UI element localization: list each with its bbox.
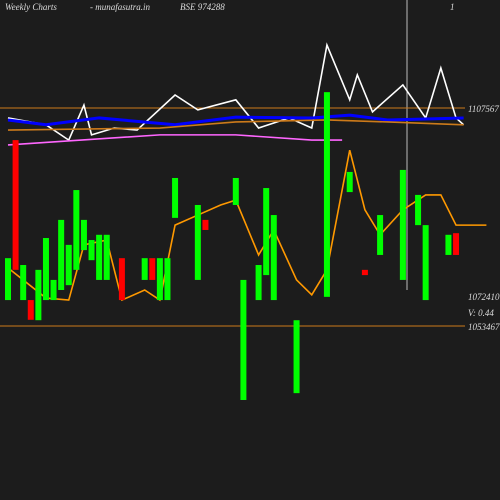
candle xyxy=(361,269,368,276)
candle xyxy=(453,233,460,255)
candle xyxy=(5,258,11,301)
candle xyxy=(194,204,201,280)
candle xyxy=(232,177,239,205)
candle xyxy=(270,215,277,301)
price-label: 1072410 xyxy=(468,292,500,302)
candle xyxy=(240,279,247,400)
candle xyxy=(445,234,452,255)
candle xyxy=(377,215,384,255)
candle xyxy=(80,219,87,251)
candle xyxy=(263,188,270,276)
header-text: BSE 974288 xyxy=(180,2,225,12)
candle xyxy=(58,219,65,290)
candle xyxy=(50,279,57,301)
candle xyxy=(35,269,42,321)
candle xyxy=(415,194,422,226)
candle xyxy=(164,258,171,301)
header-text: - munafasutra.in xyxy=(90,2,151,12)
candle xyxy=(156,258,163,301)
candle xyxy=(202,219,209,230)
indicator-line xyxy=(7,119,464,131)
candle xyxy=(149,258,156,280)
candle xyxy=(399,169,406,280)
candle xyxy=(73,190,80,270)
candle xyxy=(422,225,429,301)
indicator-line xyxy=(7,113,464,127)
grid xyxy=(0,107,465,327)
candle xyxy=(323,92,330,297)
candle xyxy=(255,265,262,301)
candle xyxy=(65,244,72,286)
y-tick-label: 1107567 xyxy=(468,104,499,114)
candle xyxy=(172,177,179,218)
candle xyxy=(346,171,353,193)
candle xyxy=(42,238,49,301)
candle xyxy=(12,140,19,270)
candle xyxy=(118,258,125,301)
candle xyxy=(293,320,300,394)
candle xyxy=(103,234,110,280)
header-text: Weekly Charts xyxy=(5,2,57,12)
candle xyxy=(96,234,103,280)
candle xyxy=(27,300,34,320)
candle xyxy=(88,240,95,261)
indicator-line xyxy=(7,134,343,146)
candle xyxy=(141,258,148,280)
candle xyxy=(20,265,27,301)
plot xyxy=(5,42,487,400)
volume-label: V: 0.44 xyxy=(468,308,494,318)
y-tick-label: 1053467 xyxy=(468,322,500,332)
header-text: 1 xyxy=(450,2,455,12)
